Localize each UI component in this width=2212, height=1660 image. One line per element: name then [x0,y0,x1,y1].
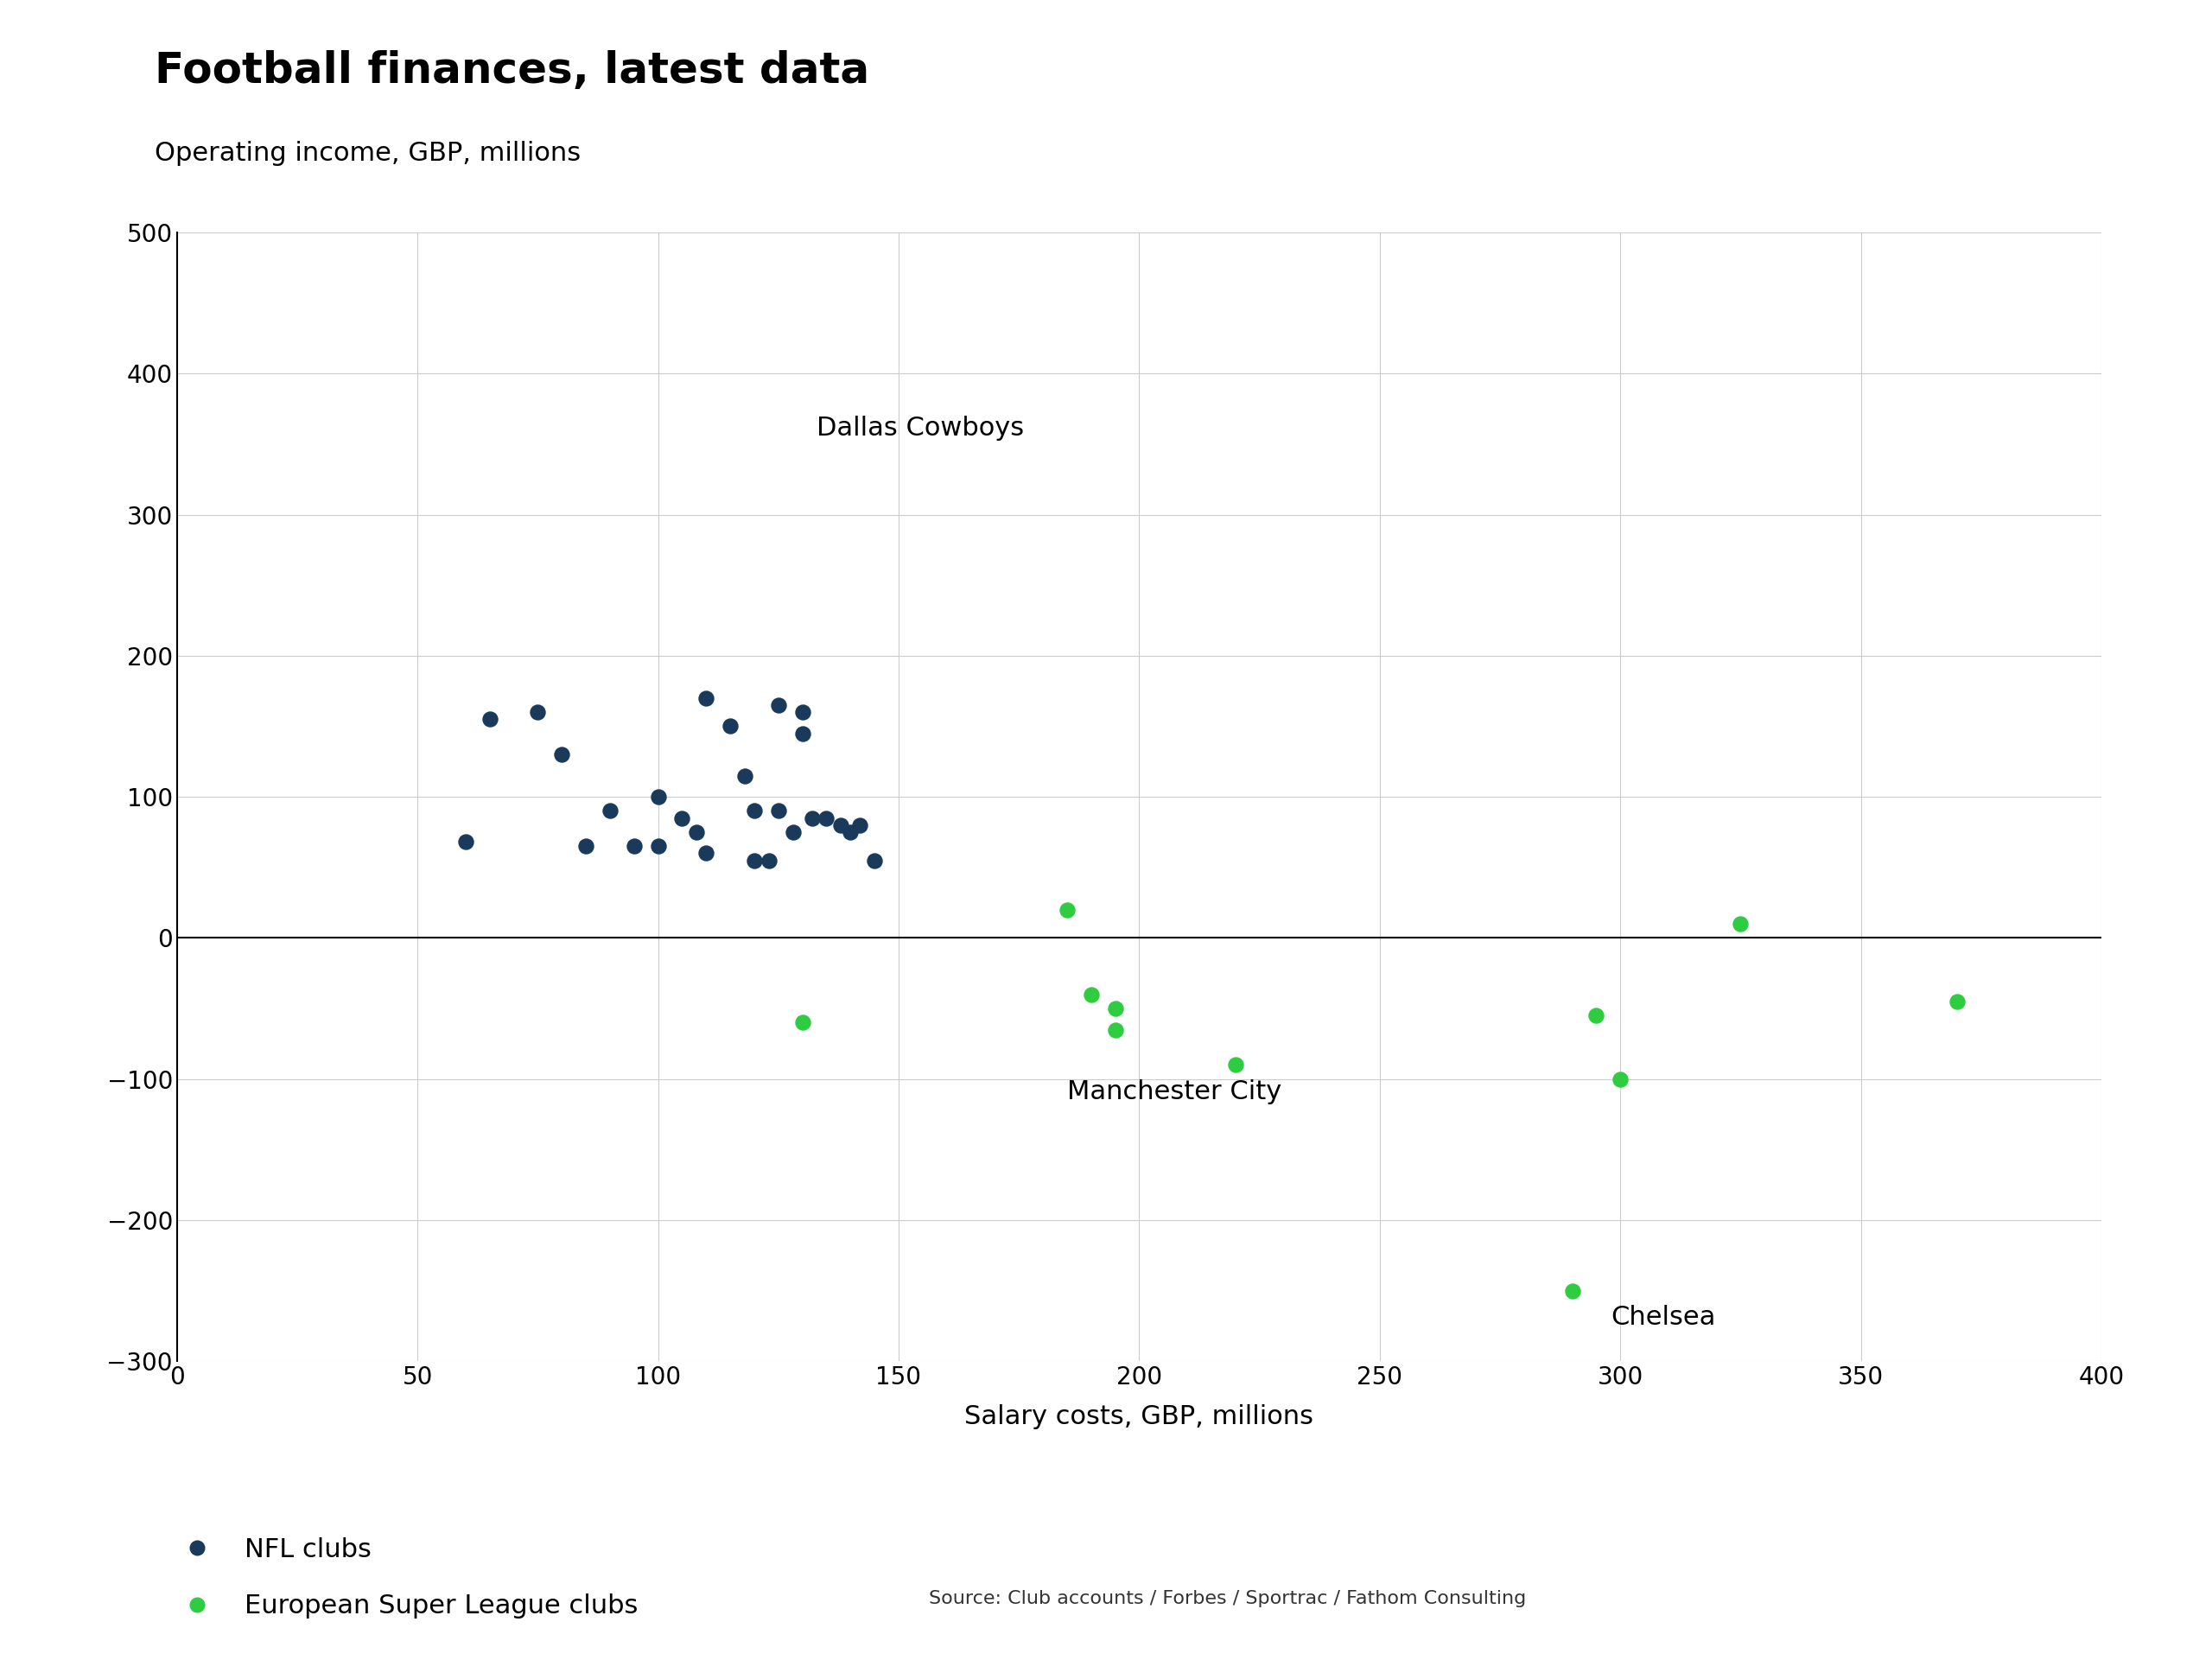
Point [471,706,507,732]
Point [737,847,772,873]
Point [1579,1003,1615,1029]
Point [544,742,580,769]
Point [785,720,821,747]
Point [856,847,891,873]
Text: Dallas Cowboys: Dallas Cowboys [816,417,1024,442]
Point [688,840,723,867]
Point [832,818,867,845]
Point [752,847,787,873]
Point [774,818,810,845]
Text: Source: Club accounts / Forbes / Sportrac / Fathom Consulting: Source: Club accounts / Forbes / Sportra… [929,1590,1526,1607]
Point [1097,994,1133,1021]
Point [810,805,845,832]
Point [593,798,628,825]
Point [728,762,763,788]
Text: Operating income, GBP, millions: Operating income, GBP, millions [155,141,582,166]
Point [712,714,748,740]
Point [641,784,677,810]
Text: Manchester City: Manchester City [1066,1079,1281,1104]
Point [785,699,821,725]
Point [843,812,878,838]
X-axis label: Salary costs, GBP, millions: Salary costs, GBP, millions [964,1404,1314,1429]
Point [1097,1016,1133,1042]
Point [1217,1052,1252,1079]
Point [1601,1066,1637,1092]
Point [785,1009,821,1036]
Point [447,828,484,855]
Point [737,798,772,825]
Point [794,805,830,832]
Point [520,699,555,725]
Point [1073,981,1108,1008]
Text: Chelsea: Chelsea [1610,1305,1717,1330]
Point [1940,988,1975,1014]
Point [568,833,604,860]
Point [688,686,723,712]
Point [761,692,796,719]
Point [1048,896,1084,923]
Point [641,833,677,860]
Point [664,805,699,832]
Point [679,818,714,845]
Point [617,833,653,860]
Legend: NFL clubs, European Super League clubs: NFL clubs, European Super League clubs [170,1537,639,1618]
Point [761,798,796,825]
Text: Football finances, latest data: Football finances, latest data [155,50,869,91]
Point [1555,1278,1590,1305]
Point [1723,910,1759,936]
Point [823,812,858,838]
